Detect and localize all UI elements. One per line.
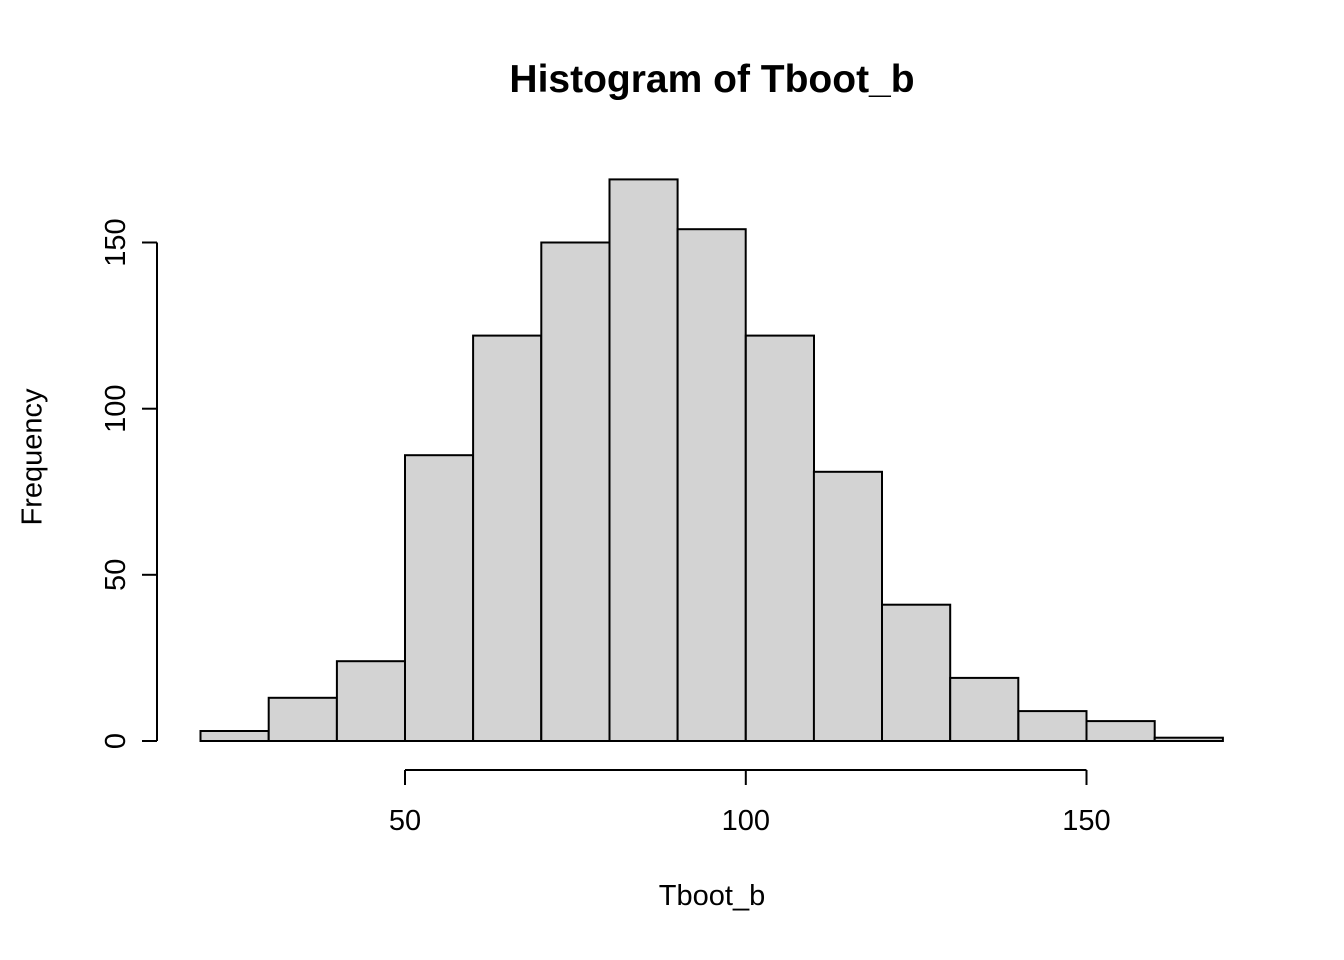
- y-tick-label: 0: [100, 733, 132, 749]
- histogram-bar: [404, 454, 475, 742]
- histogram-bar: [472, 334, 543, 742]
- y-tick-label: 100: [100, 385, 132, 433]
- x-tick-label: 50: [389, 805, 421, 837]
- histogram-bar: [608, 178, 679, 742]
- histogram-bar: [199, 730, 270, 742]
- x-axis-label: Tboot_b: [658, 880, 766, 912]
- histogram-bar: [676, 228, 747, 742]
- histogram-bar: [744, 334, 815, 742]
- chart-title: Histogram of Tboot_b: [509, 58, 915, 101]
- y-axis-label: Frequency: [16, 388, 49, 526]
- histogram-bar: [949, 676, 1020, 743]
- histogram-bar: [1017, 710, 1088, 742]
- histogram-bar: [812, 470, 884, 742]
- x-tick-label: 150: [1062, 805, 1110, 837]
- histogram-bar: [540, 241, 611, 742]
- histogram-bar: [335, 660, 406, 743]
- y-tick-label: 50: [100, 559, 132, 591]
- histogram-bar: [881, 603, 952, 743]
- histogram-bar: [1153, 736, 1224, 743]
- histogram-bar: [267, 696, 338, 742]
- histogram-bar: [1085, 720, 1156, 742]
- y-tick-label: 150: [100, 218, 132, 266]
- x-tick-label: 100: [722, 805, 770, 837]
